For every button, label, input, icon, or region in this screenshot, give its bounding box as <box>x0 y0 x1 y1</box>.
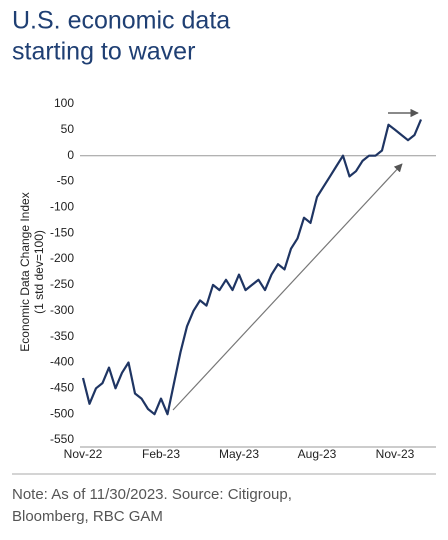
x-tick-label: Nov-22 <box>64 447 103 461</box>
y-tick-label: -50 <box>57 174 75 188</box>
chart-title: starting to waver <box>12 38 195 66</box>
y-tick-label: -300 <box>50 303 74 317</box>
y-tick-label: -100 <box>50 200 74 214</box>
y-axis-label: Economic Data Change Index <box>18 192 32 351</box>
y-tick-label: -500 <box>50 406 74 420</box>
x-tick-label: Nov-23 <box>376 447 415 461</box>
footnote: Note: As of 11/30/2023. Source: Citigrou… <box>12 486 292 503</box>
y-axis-label: (1 std dev=100) <box>32 230 46 314</box>
data-line <box>81 119 423 416</box>
y-tick-label: -350 <box>50 329 74 343</box>
x-tick-label: May-23 <box>219 447 259 461</box>
chart-title: U.S. economic data <box>12 7 230 35</box>
y-tick-label: 100 <box>54 96 74 110</box>
y-tick-label: -250 <box>50 277 74 291</box>
y-tick-label: 50 <box>61 122 75 136</box>
x-tick-label: Feb-23 <box>142 447 180 461</box>
y-tick-label: -400 <box>50 355 74 369</box>
y-tick-label: -550 <box>50 432 74 446</box>
footnote: Bloomberg, RBC GAM <box>12 508 163 525</box>
y-tick-label: 0 <box>67 148 74 162</box>
y-tick-label: -200 <box>50 251 74 265</box>
trend-arrow <box>172 163 403 411</box>
y-tick-label: -150 <box>50 225 74 239</box>
y-tick-label: -450 <box>50 380 74 394</box>
x-tick-label: Aug-23 <box>298 447 337 461</box>
